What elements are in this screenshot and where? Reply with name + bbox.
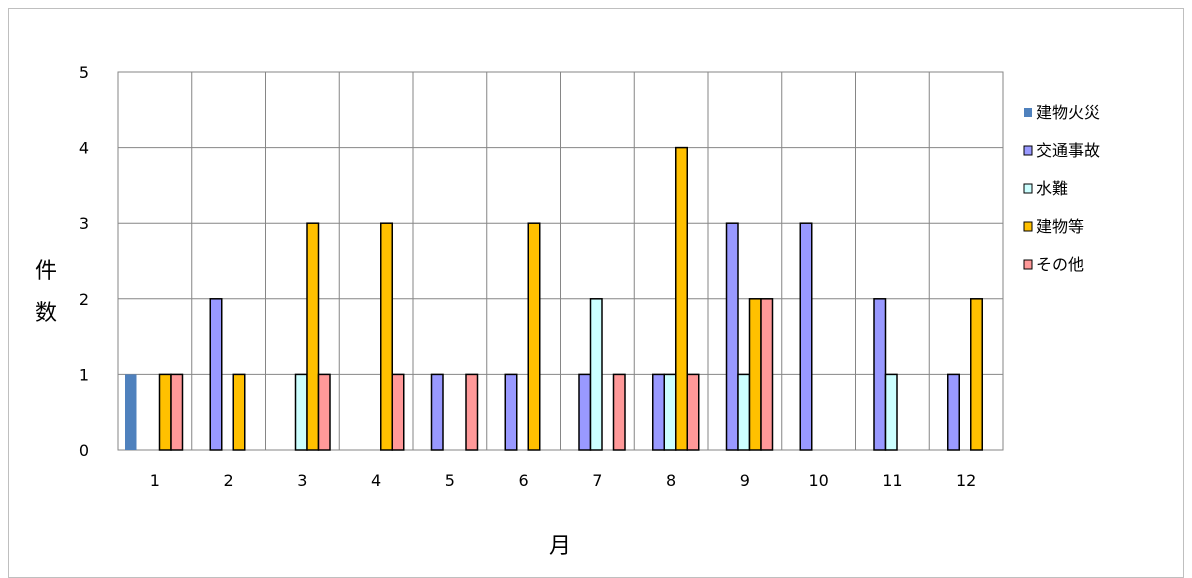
bar — [306, 222, 320, 451]
bar — [504, 373, 518, 451]
bar — [970, 298, 983, 451]
x-tick-label: 8 — [666, 471, 676, 490]
bar — [612, 373, 626, 451]
bar — [748, 298, 762, 451]
x-axis-title: 月 — [549, 534, 571, 559]
x-tick-label: 2 — [224, 471, 234, 490]
legend-swatch — [1023, 145, 1033, 156]
y-tick-label: 5 — [79, 63, 89, 82]
bar — [465, 373, 479, 451]
y-tick-label: 1 — [79, 365, 89, 384]
bar — [760, 298, 774, 451]
legend-swatch — [1024, 108, 1032, 117]
bar — [947, 373, 960, 451]
x-tick-label: 4 — [371, 471, 381, 490]
bar — [686, 373, 700, 451]
bar — [158, 373, 172, 451]
legend-swatch — [1023, 259, 1033, 270]
gridlines — [118, 72, 1003, 450]
bar — [652, 373, 665, 451]
bars — [125, 146, 983, 451]
legend-swatch — [1023, 221, 1033, 232]
y-axis-title: 件数 — [35, 259, 57, 326]
bar — [380, 222, 393, 451]
bar — [873, 298, 887, 451]
bar — [125, 374, 137, 450]
x-tick-label: 9 — [740, 471, 750, 490]
x-tick-label: 12 — [956, 471, 976, 490]
bar — [589, 298, 603, 451]
x-tick-label: 3 — [297, 471, 307, 490]
y-axis-title-char: 件 — [35, 259, 57, 284]
x-tick-label: 5 — [445, 471, 455, 490]
y-tick-label: 4 — [79, 139, 89, 158]
y-tick-label: 0 — [79, 441, 89, 460]
y-tick-label: 2 — [79, 290, 89, 309]
legend-label: 水難 — [1036, 179, 1068, 198]
y-tick-labels: 0 1 2 3 4 5 — [79, 63, 89, 460]
legend-swatch — [1023, 183, 1033, 194]
legend-label: 交通事故 — [1036, 141, 1100, 160]
x-tick-label: 11 — [882, 471, 902, 490]
bar — [391, 373, 405, 451]
bar — [209, 298, 223, 451]
bar — [294, 373, 308, 451]
bar — [430, 373, 444, 451]
bar — [170, 373, 184, 451]
legend-label: 建物火災 — [1036, 103, 1100, 122]
x-tick-label: 7 — [592, 471, 602, 490]
bar — [675, 146, 688, 451]
x-tick-label: 6 — [519, 471, 529, 490]
x-tick-label: 10 — [808, 471, 828, 490]
bar — [578, 373, 592, 451]
bar — [799, 222, 813, 451]
bar — [725, 222, 739, 451]
bar — [663, 373, 677, 451]
y-axis-title-char: 数 — [35, 301, 57, 326]
bar — [527, 222, 541, 451]
bar — [737, 373, 751, 451]
bar — [232, 373, 246, 451]
y-tick-label: 3 — [79, 214, 89, 233]
legend-label: 建物等 — [1036, 217, 1084, 236]
legend-label: その他 — [1036, 255, 1084, 274]
bar — [884, 373, 898, 451]
x-tick-labels: 1 2 3 4 5 6 7 8 9 10 11 12 — [150, 471, 977, 490]
bar — [317, 373, 331, 451]
x-tick-label: 1 — [150, 471, 160, 490]
